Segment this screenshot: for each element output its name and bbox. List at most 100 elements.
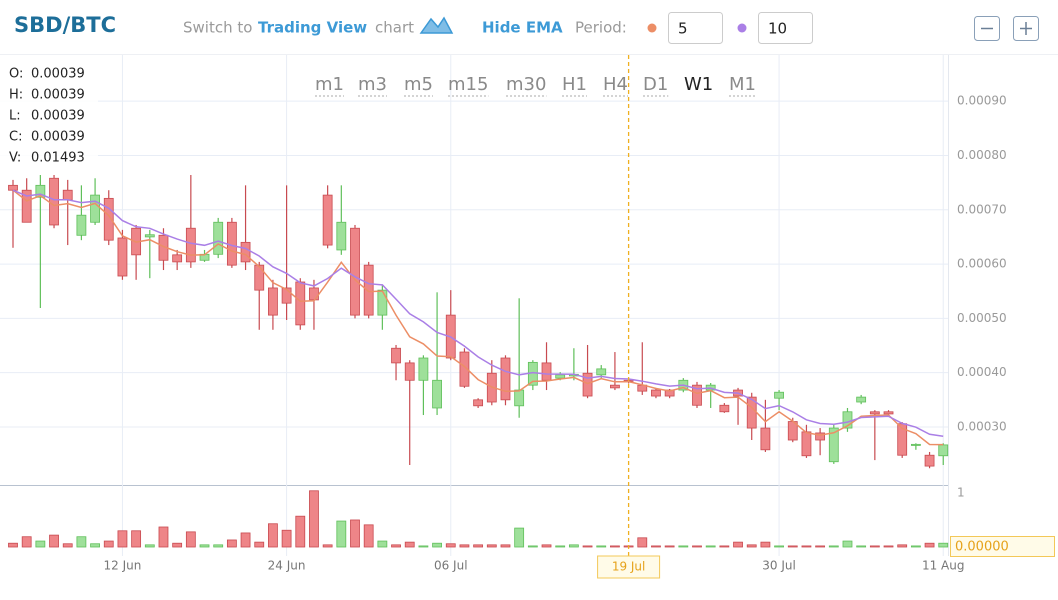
candle-body: [391, 347, 401, 364]
ohlc-label: O:: [9, 67, 23, 82]
ema-line: [12, 189, 944, 446]
timeframe-button[interactable]: m5: [404, 74, 433, 95]
timeframe-button[interactable]: m15: [448, 74, 488, 95]
candle-body: [240, 241, 251, 263]
volume-bar: [842, 540, 853, 548]
volume-bar: [486, 544, 497, 548]
ema-toggle[interactable]: Hide EMA: [482, 19, 563, 37]
volume-bar: [678, 545, 689, 548]
candle-body: [500, 357, 511, 401]
volume-bar: [664, 545, 675, 548]
period-value: 5: [678, 20, 688, 38]
candle-body: [760, 427, 771, 451]
switch-link[interactable]: Trading View: [258, 19, 367, 37]
timeframe-button[interactable]: m30: [506, 74, 546, 95]
crosshair-label: 19 Jul: [612, 560, 646, 574]
candle-body: [295, 281, 306, 326]
timeframe-button[interactable]: M1: [729, 74, 756, 95]
ohlc-label: V:: [9, 151, 21, 166]
timeframe-button[interactable]: m1: [315, 74, 344, 95]
volume-bar: [856, 545, 867, 548]
tradingview-icon[interactable]: [419, 16, 454, 34]
candle-body: [21, 189, 32, 223]
volume-bar: [240, 532, 251, 548]
volume-bar: [432, 542, 442, 548]
candle-body: [869, 411, 880, 415]
volume-bar: [719, 545, 730, 548]
volume-bar: [801, 545, 812, 548]
candle-body: [322, 194, 333, 246]
volume-bar: [760, 541, 771, 548]
candle-body: [596, 368, 607, 376]
candle-body: [281, 287, 292, 304]
volume-bar: [309, 490, 319, 548]
volume-bar: [733, 541, 743, 548]
period-value: 10: [768, 20, 787, 38]
candle-body: [828, 427, 839, 463]
candle-body: [432, 379, 442, 409]
volume-bar: [117, 530, 128, 548]
timeframe-button[interactable]: H1: [562, 74, 587, 95]
candle-body: [213, 221, 224, 255]
ohlc-value: 0.00039: [31, 130, 85, 145]
candle-body: [719, 404, 730, 413]
volume-bar: [49, 534, 59, 548]
candle-body: [883, 411, 894, 415]
timeframe-button[interactable]: m3: [358, 74, 387, 95]
candle-body: [910, 443, 921, 446]
candle-body: [555, 374, 566, 379]
timeframe-button[interactable]: H4: [603, 74, 628, 95]
candle-body: [801, 431, 812, 457]
y-tick-label: 0.00040: [957, 365, 1007, 379]
volume-bar: [910, 545, 921, 548]
volume-bar: [897, 544, 908, 548]
period-label: Period:: [575, 19, 627, 37]
period-input[interactable]: [758, 12, 813, 44]
volume-bar: [350, 519, 360, 548]
volume-bar: [172, 542, 183, 548]
candle-body: [664, 389, 675, 397]
candle-body: [541, 362, 552, 381]
timeframe-button[interactable]: W1: [684, 74, 713, 95]
y-tick-label: 0.00070: [957, 202, 1007, 216]
candle-body: [815, 432, 826, 441]
grid: 0.00030 0.00040 0.00050 0.00060 0.00070 0.000…: [0, 55, 1007, 573]
volume-bar: [445, 543, 456, 548]
volume-bar: [924, 542, 935, 548]
x-tick-label: 30 Jul: [762, 559, 796, 573]
volume-bar: [185, 531, 196, 548]
volume-bar: [774, 545, 784, 548]
volume-bar: [213, 544, 224, 548]
volume-bar: [459, 544, 470, 548]
volume-bar: [828, 545, 839, 548]
candle-body: [185, 227, 196, 263]
volume-bar: [90, 543, 100, 548]
volume-bar: [226, 539, 237, 548]
timeframe-button[interactable]: D1: [643, 74, 668, 95]
candle-body: [254, 264, 265, 291]
candle-body: [473, 399, 484, 407]
volume-bar: [76, 536, 87, 548]
ohlc-value: 0.00039: [31, 67, 85, 82]
candle-body: [172, 254, 183, 263]
volume-bar: [637, 537, 648, 548]
ema-dot: [737, 23, 747, 33]
volume-bar: [254, 541, 265, 548]
volume-tick-label: 1: [957, 485, 965, 499]
candle-body: [103, 197, 114, 241]
volume-bar: [158, 526, 169, 548]
volume-bar: [500, 544, 511, 548]
switch-prefix: Switch to: [183, 19, 252, 37]
ema-dot: [647, 23, 657, 33]
volume-bar: [21, 536, 32, 548]
volume-bar: [295, 515, 306, 548]
volume-bar: [883, 545, 894, 548]
candle-body: [377, 289, 388, 316]
volume-bar: [199, 544, 210, 548]
volume-bar: [144, 544, 155, 548]
x-tick-label: 24 Jun: [268, 559, 306, 573]
candle-body: [8, 184, 18, 191]
period-input[interactable]: [668, 12, 723, 44]
